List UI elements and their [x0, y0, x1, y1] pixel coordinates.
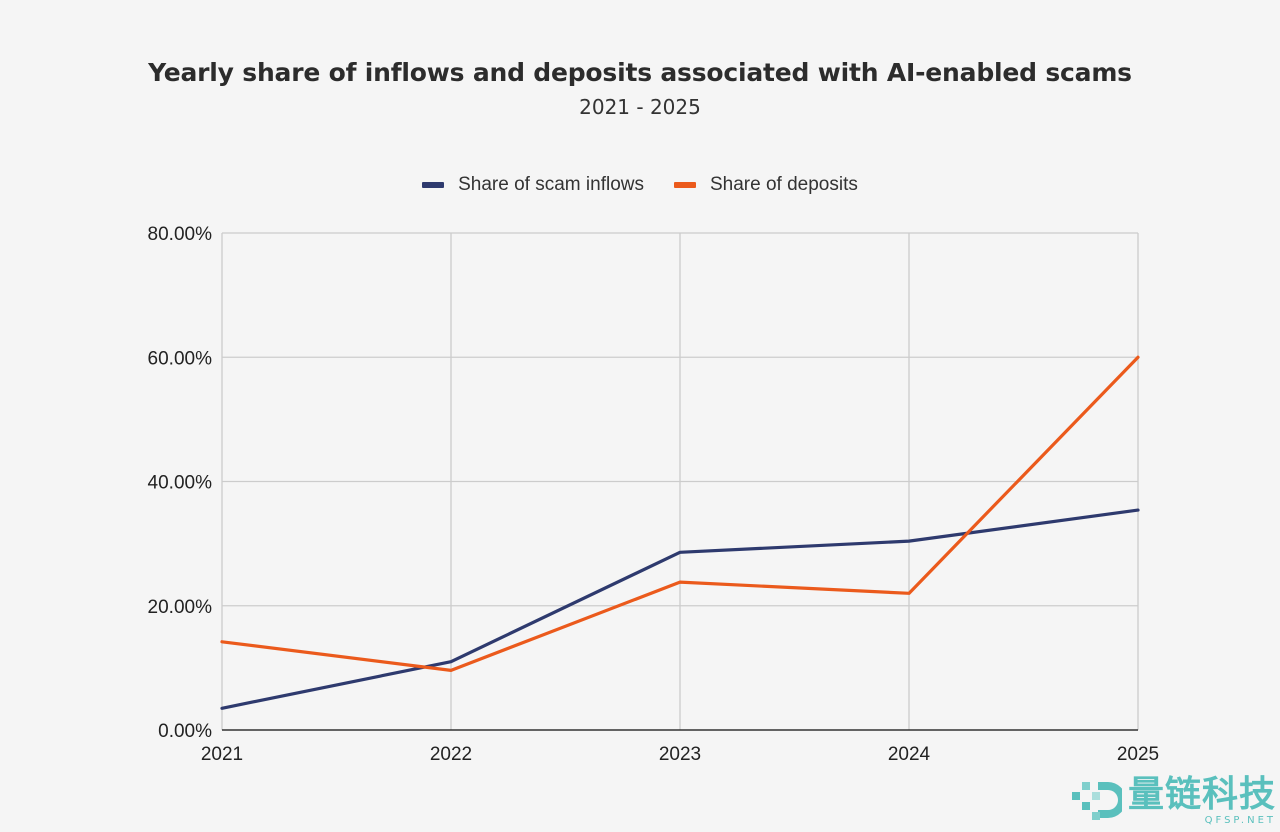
chart-subtitle: 2021 - 2025	[579, 95, 701, 119]
x-tick-label: 2024	[888, 744, 931, 765]
legend-swatch-scam-inflows	[422, 182, 445, 188]
y-tick-label: 80.00%	[148, 224, 213, 245]
watermark-subtext: QFSP.NET	[1204, 814, 1276, 826]
y-tick-label: 40.00%	[148, 473, 213, 494]
x-tick-label: 2022	[430, 744, 472, 765]
legend-label-scam-inflows: Share of scam inflows	[458, 174, 644, 195]
watermark: 量链科技 QFSP.NET	[1070, 774, 1276, 826]
watermark-text: 量链科技	[1127, 773, 1276, 815]
legend-item-deposits: Share of deposits	[673, 174, 858, 196]
legend: Share of scam inflows Share of deposits	[0, 174, 1280, 196]
y-tick-label: 0.00%	[158, 721, 212, 742]
y-tick-label: 20.00%	[148, 597, 213, 618]
legend-swatch-deposits	[673, 182, 696, 188]
legend-item-scam-inflows: Share of scam inflows	[422, 174, 644, 196]
x-tick-label: 2021	[201, 744, 243, 765]
x-tick-label: 2023	[659, 744, 701, 765]
y-tick-label: 60.00%	[148, 348, 213, 369]
legend-label-deposits: Share of deposits	[709, 174, 858, 195]
chart-title: Yearly share of inflows and deposits ass…	[148, 58, 1132, 87]
watermark-logo-icon	[1071, 782, 1122, 820]
x-tick-label: 2025	[1117, 744, 1159, 765]
